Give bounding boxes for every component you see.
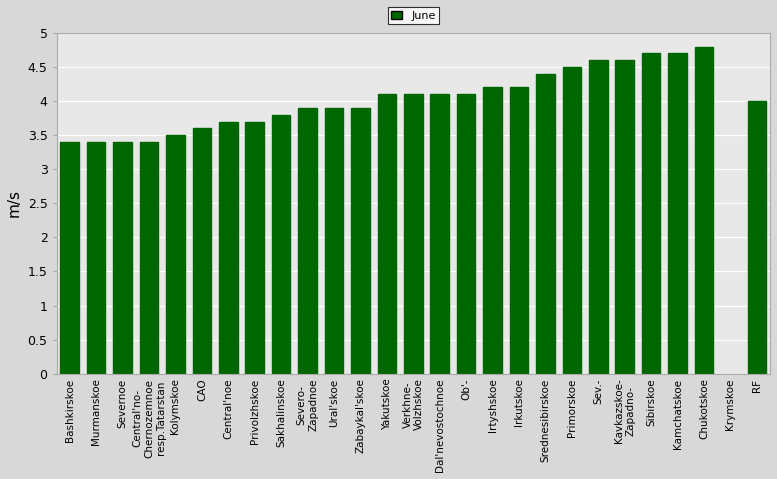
Bar	[87, 142, 106, 374]
Bar	[430, 94, 449, 374]
Bar	[246, 122, 264, 374]
Bar	[298, 108, 317, 374]
Bar	[378, 94, 396, 374]
Bar	[589, 60, 608, 374]
Bar	[668, 54, 687, 374]
Bar	[563, 67, 581, 374]
Bar	[193, 128, 211, 374]
Bar	[510, 88, 528, 374]
Bar	[642, 54, 660, 374]
Bar	[747, 101, 766, 374]
Bar	[219, 122, 238, 374]
Bar	[615, 60, 634, 374]
Bar	[483, 88, 502, 374]
Legend: June: June	[388, 7, 439, 24]
Bar	[61, 142, 79, 374]
Bar	[404, 94, 423, 374]
Bar	[140, 142, 159, 374]
Bar	[351, 108, 370, 374]
Bar	[272, 115, 291, 374]
Bar	[166, 135, 185, 374]
Bar	[113, 142, 132, 374]
Bar	[695, 46, 713, 374]
Y-axis label: m/s: m/s	[7, 189, 22, 217]
Bar	[536, 74, 555, 374]
Bar	[325, 108, 343, 374]
Bar	[457, 94, 476, 374]
